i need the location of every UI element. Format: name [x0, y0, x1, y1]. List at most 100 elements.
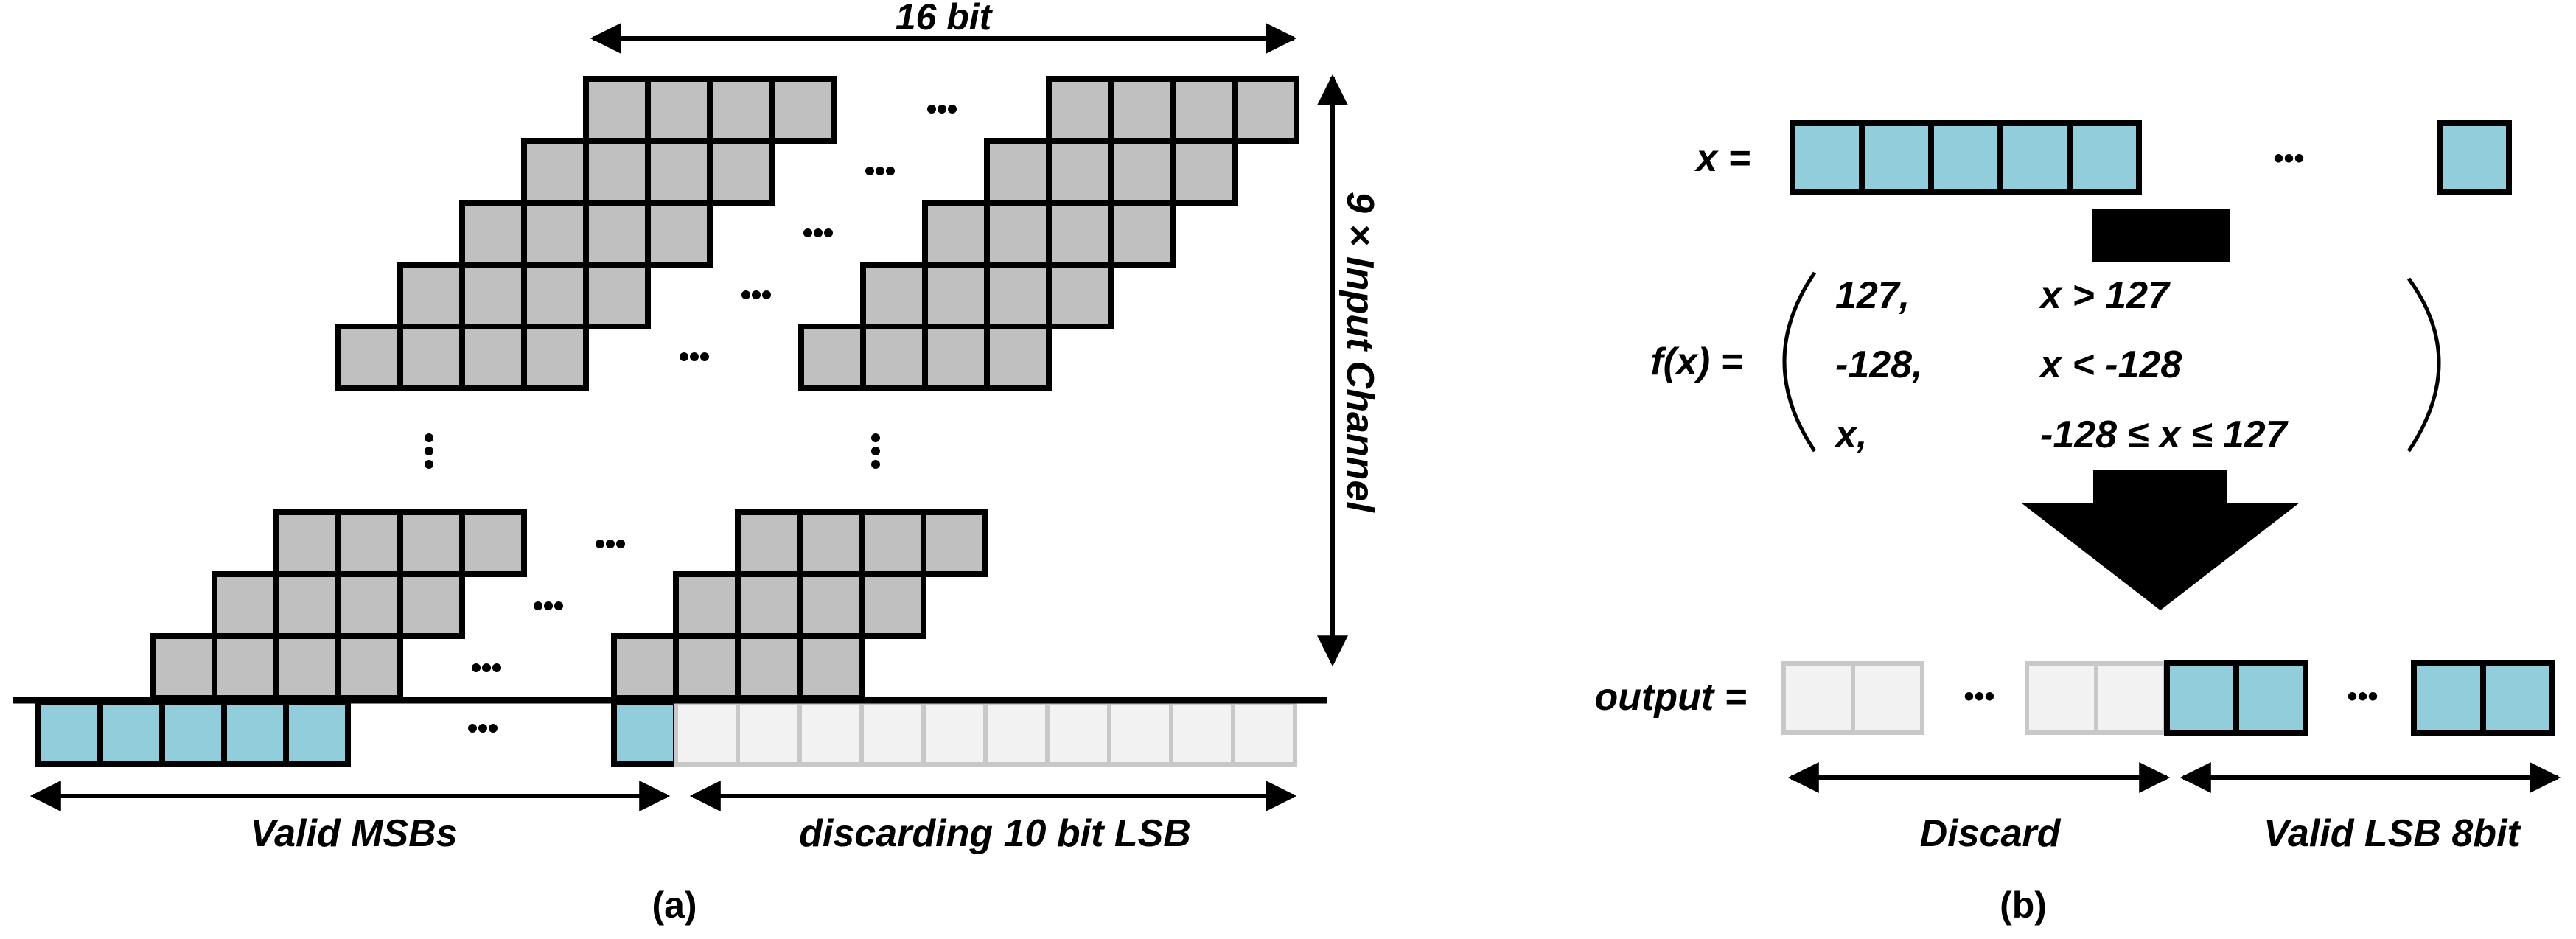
width-label: 16 bit	[896, 0, 994, 38]
discarded-lsb-cell	[736, 700, 802, 767]
gray-bit-cell	[673, 571, 741, 639]
dot	[425, 433, 433, 442]
discarded-lsb-cell	[1231, 700, 1297, 767]
row-ellipsis	[803, 228, 833, 237]
dot	[700, 352, 709, 361]
gray-bit-cell	[335, 571, 403, 639]
output-register	[1781, 660, 2555, 736]
x-register	[1790, 120, 2512, 195]
valid-lsb-label: Valid LSB 8bit	[2263, 812, 2521, 855]
gray-bit-cell	[797, 571, 865, 639]
dot	[948, 105, 957, 114]
case-condition-1: x > 127	[2038, 274, 2171, 317]
gray-bit-cell	[922, 200, 990, 268]
discarded-lsb-cell	[674, 700, 740, 767]
dot	[876, 167, 884, 175]
gray-bit-cell	[1046, 262, 1114, 329]
caption-a: (a)	[652, 884, 697, 926]
dot	[871, 447, 880, 455]
gray-bit-cell	[521, 324, 589, 391]
gray-bit-cell	[212, 633, 279, 701]
gray-bit-cell	[922, 262, 990, 329]
gray-bit-cell	[273, 633, 341, 701]
row-ellipsis	[927, 105, 957, 114]
dot	[814, 228, 823, 237]
dot	[425, 460, 433, 469]
gray-bit-cell	[583, 262, 651, 329]
gray-bit-cell	[860, 262, 928, 329]
discarded-lsb-cell	[859, 700, 926, 767]
gray-bit-cell	[645, 138, 713, 206]
output-label: output =	[1594, 676, 1747, 719]
height-label: 9 × Input Channel	[1338, 192, 1381, 513]
gray-bit-cell	[707, 138, 775, 206]
dot	[752, 290, 761, 299]
x-bit-cell	[2437, 120, 2512, 195]
dot	[596, 540, 604, 548]
gray-bit-cell	[1170, 76, 1238, 144]
gray-bit-cell	[583, 200, 651, 268]
gray-bit-cell	[984, 138, 1052, 206]
gray-bit-cell	[1108, 200, 1176, 268]
row-ellipsis	[680, 352, 709, 361]
gray-bit-cell	[1046, 138, 1114, 206]
gray-bit-cell	[397, 509, 465, 577]
gray-bit-cell	[922, 324, 990, 391]
gray-bit-cell	[645, 200, 713, 268]
gray-bit-cell	[397, 324, 465, 391]
dot	[741, 290, 750, 299]
row-ellipsis	[534, 601, 563, 610]
gray-bit-cell	[735, 571, 803, 639]
dot	[690, 352, 699, 361]
dot	[616, 540, 625, 548]
valid-msb-cell	[221, 699, 289, 767]
transform-arrow	[2021, 470, 2300, 610]
discarded-output-cell	[2025, 661, 2098, 735]
dot	[492, 663, 501, 672]
valid-msb-cell	[159, 699, 227, 767]
output-ellipsis-2: •••	[2347, 680, 2378, 713]
gray-bit-cell	[459, 200, 527, 268]
row-ellipsis	[865, 167, 895, 175]
dot	[886, 167, 895, 175]
gray-bit-cell	[707, 76, 775, 144]
discarded-output-cell	[1851, 661, 1924, 735]
gray-bit-cell	[859, 509, 926, 577]
valid-msb-cell	[97, 699, 165, 767]
gray-bit-cell	[735, 509, 803, 577]
x-bit-cell	[1928, 120, 2003, 195]
gray-bit-cell	[984, 200, 1052, 268]
gray-bit-cell	[984, 262, 1052, 329]
gray-bit-cell	[797, 633, 865, 701]
bit-grid	[35, 76, 1299, 767]
gray-bit-cell	[1232, 76, 1299, 144]
gray-bit-cell	[397, 571, 465, 639]
gray-bit-cell	[583, 76, 651, 144]
dot	[472, 663, 481, 672]
gray-bit-cell	[611, 633, 679, 701]
discarded-lsb-cell	[921, 700, 988, 767]
valid-lsb-cell	[2411, 660, 2486, 736]
gray-bit-cell	[521, 262, 589, 329]
right-paren	[2406, 277, 2441, 453]
x-label: x =	[1694, 137, 1751, 180]
gray-bit-cell	[673, 633, 741, 701]
left-paren	[1782, 271, 1817, 453]
dot	[478, 724, 487, 733]
gray-bit-cell	[335, 509, 403, 577]
output-ellipsis-1: •••	[1964, 680, 1994, 713]
valid-lsb-cell	[2233, 660, 2308, 736]
dot	[927, 105, 936, 114]
gray-bit-cell	[1108, 138, 1176, 206]
gray-bit-cell	[212, 571, 279, 639]
row-ellipsis	[741, 290, 771, 299]
gray-bit-cell	[273, 509, 341, 577]
caption-b: (b)	[2000, 884, 2047, 926]
dot	[824, 228, 833, 237]
dot	[554, 601, 563, 610]
gray-bit-cell	[1108, 76, 1176, 144]
dot	[606, 540, 615, 548]
valid-msb-cell	[611, 699, 679, 767]
gray-bit-cell	[735, 633, 803, 701]
dot	[468, 724, 477, 733]
